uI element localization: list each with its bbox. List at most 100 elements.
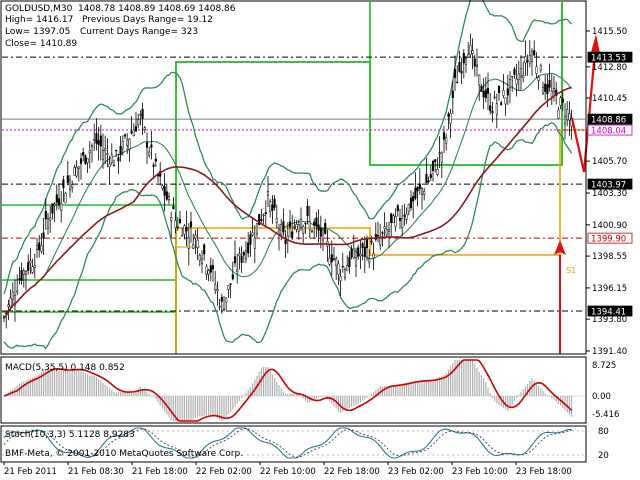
candle-body	[497, 86, 501, 93]
candle-body	[33, 265, 36, 268]
candle-body	[137, 119, 140, 125]
candle-body	[409, 197, 413, 209]
candle-body	[178, 218, 182, 223]
candle-body	[269, 201, 272, 212]
candle-body	[143, 127, 146, 130]
price-axis-label: 1398.55	[592, 252, 627, 262]
candle-body	[482, 91, 485, 98]
candle-body	[445, 137, 448, 144]
candle-body	[238, 253, 241, 256]
candle-body	[218, 306, 221, 308]
candle-body	[493, 96, 496, 99]
candle-body	[273, 198, 276, 208]
candle-body	[24, 271, 28, 275]
candle-body	[332, 258, 336, 260]
candle-body	[519, 68, 523, 78]
candle-body	[317, 224, 320, 231]
current-days-range: Current Days Range= 323	[80, 27, 199, 37]
candle-body	[101, 150, 105, 160]
macd-title: MACD(5,35,5) 0.148 0.852	[5, 363, 125, 373]
candle-body	[401, 217, 404, 229]
candle-body	[90, 145, 94, 148]
candle-body	[280, 224, 283, 236]
candle-body	[18, 278, 21, 280]
candle-body	[189, 221, 193, 228]
candle-body	[555, 89, 558, 96]
candle-body	[423, 190, 426, 195]
candle-body	[88, 150, 91, 154]
candle-body	[73, 167, 76, 176]
candle-body	[216, 289, 219, 291]
candle-body	[231, 274, 234, 280]
candle-body	[330, 254, 333, 263]
price-level-tag-label: 1408.04	[591, 127, 626, 137]
stoch-level-label: 80	[598, 427, 609, 437]
candle-body	[134, 126, 138, 132]
candle-body	[390, 213, 393, 223]
candle-body	[431, 161, 435, 171]
candle-body	[407, 203, 410, 212]
candle-body	[478, 74, 481, 86]
candle-body	[51, 203, 54, 214]
candle-body	[449, 112, 452, 124]
candle-body	[282, 221, 285, 233]
price-level-tag-label: 1403.97	[591, 181, 626, 191]
candle-body	[315, 217, 318, 227]
candle-body	[112, 164, 116, 167]
candle-body	[132, 129, 135, 137]
high-value: High= 1416.17	[5, 15, 74, 25]
candle-body	[185, 227, 188, 232]
candle-body	[97, 140, 100, 146]
candle-body	[568, 113, 571, 121]
candle-body	[376, 235, 380, 237]
candle-body	[71, 184, 74, 188]
price-axis-label: 1396.15	[592, 284, 627, 294]
price-level-tag-label: 1413.53	[591, 54, 626, 64]
candle-body	[394, 216, 397, 227]
candle-body	[260, 219, 263, 222]
candle-body	[128, 138, 131, 150]
candle-body	[308, 221, 311, 230]
candle-body	[511, 75, 514, 78]
candle-body	[240, 256, 243, 263]
candle-body	[365, 238, 369, 249]
candle-body	[247, 242, 250, 254]
candle-body	[35, 245, 39, 250]
copyright-footer: BMF-Meta, © 2001-2010 MetaQuotes Softwar…	[5, 449, 244, 459]
candle-body	[480, 85, 483, 92]
candle-body	[372, 253, 375, 259]
stoch-main-line	[3, 427, 572, 459]
candle-body	[535, 66, 538, 74]
time-axis-label: 21 Feb 18:00	[132, 467, 188, 477]
time-axis-label: 21 Feb 08:30	[68, 467, 124, 477]
candle-body	[31, 266, 34, 273]
low-value: Low= 1397.05	[5, 27, 71, 37]
candle-body	[84, 155, 87, 165]
candle-body	[38, 242, 41, 251]
candle-body	[284, 239, 287, 245]
macd-level-label: 8.725	[592, 361, 616, 371]
candle-body	[64, 192, 67, 204]
candle-body	[161, 185, 164, 189]
candle-body	[104, 148, 107, 152]
candle-body	[242, 252, 245, 256]
candle-body	[251, 232, 254, 236]
candle-body	[49, 217, 52, 221]
candle-body	[225, 297, 228, 303]
price-axis-label: 1410.45	[592, 94, 627, 104]
candle-body	[181, 235, 184, 237]
candle-body	[82, 152, 85, 156]
price-level-tag	[587, 51, 633, 63]
candle-body	[291, 231, 294, 239]
candle-body	[16, 290, 19, 293]
candle-body	[350, 248, 353, 258]
candle-body	[436, 168, 439, 175]
candle-body	[550, 90, 553, 98]
candle-body	[86, 158, 89, 163]
candle-body	[75, 166, 78, 177]
candle-body	[374, 234, 377, 240]
candle-body	[11, 291, 14, 300]
candle-body	[563, 116, 567, 124]
candle-body	[203, 244, 206, 255]
